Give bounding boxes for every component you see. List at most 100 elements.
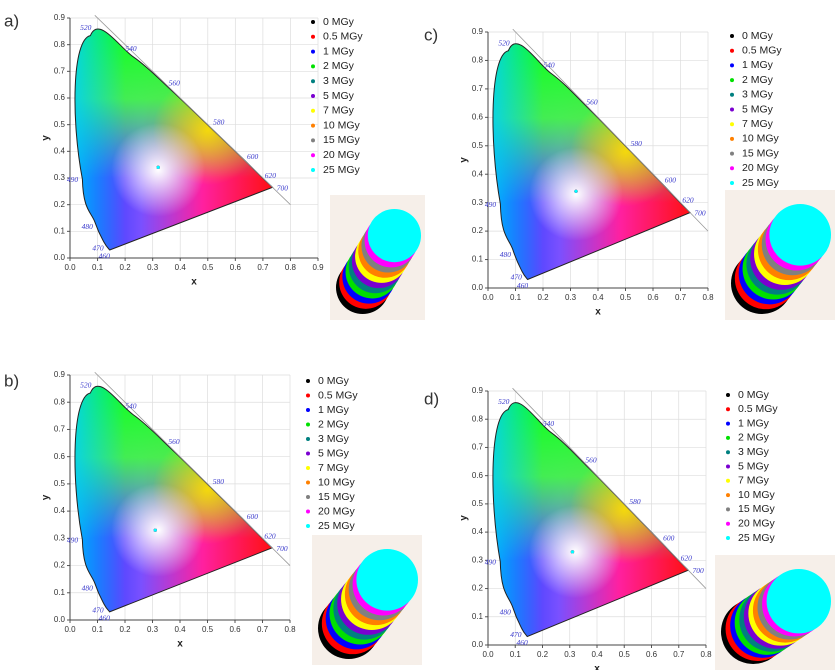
x-tick-label: 0.6 bbox=[647, 293, 659, 302]
panel: d)0.00.10.20.30.40.50.60.70.80.00.10.20.… bbox=[424, 386, 835, 670]
legend-label: 5 MGy bbox=[318, 447, 350, 459]
legend-marker bbox=[311, 35, 315, 39]
y-tick-label: 0.9 bbox=[472, 27, 484, 36]
legend-label: 0 MGy bbox=[738, 389, 770, 401]
y-tick-label: 0.6 bbox=[472, 112, 484, 121]
wavelength-label: 560 bbox=[168, 437, 180, 446]
wavelength-label: 480 bbox=[500, 250, 512, 259]
x-tick-label: 0.1 bbox=[510, 293, 522, 302]
legend-label: 20 MGy bbox=[323, 149, 361, 161]
y-tick-label: 0.2 bbox=[54, 200, 66, 209]
wavelength-label: 540 bbox=[125, 44, 137, 53]
x-tick-label: 0.2 bbox=[537, 650, 549, 659]
x-tick-label: 0.0 bbox=[482, 650, 494, 659]
legend-label: 0.5 MGy bbox=[323, 31, 363, 43]
x-tick-label: 0.8 bbox=[702, 293, 714, 302]
y-tick-label: 0.2 bbox=[54, 561, 66, 570]
y-tick-label: 0.2 bbox=[472, 226, 484, 235]
sample-disc bbox=[767, 569, 831, 633]
legend-label: 1 MGy bbox=[323, 45, 355, 57]
legend-label: 25 MGy bbox=[742, 177, 780, 189]
x-tick-label: 0.4 bbox=[175, 263, 187, 272]
wavelength-label: 520 bbox=[80, 23, 92, 32]
wavelength-label: 490 bbox=[67, 535, 79, 544]
legend-label: 1 MGy bbox=[742, 59, 774, 71]
wavelength-label: 490 bbox=[485, 557, 497, 566]
y-tick-label: 0.8 bbox=[54, 40, 66, 49]
legend-label: 5 MGy bbox=[323, 90, 355, 102]
legend-label: 3 MGy bbox=[318, 433, 350, 445]
legend-label: 0.5 MGy bbox=[738, 403, 778, 415]
legend-marker bbox=[306, 408, 310, 412]
wavelength-label: 520 bbox=[80, 381, 92, 390]
legend-label: 10 MGy bbox=[323, 119, 361, 131]
y-tick-label: 0.5 bbox=[54, 120, 66, 129]
legend-label: 2 MGy bbox=[742, 74, 774, 86]
y-tick-label: 0.7 bbox=[472, 443, 484, 452]
legend-label: 5 MGy bbox=[742, 103, 774, 115]
legend-marker bbox=[730, 93, 734, 97]
y-tick-label: 0.3 bbox=[54, 173, 66, 182]
y-tick-label: 0.9 bbox=[54, 13, 66, 22]
legend-marker bbox=[306, 481, 310, 485]
y-tick-label: 0.1 bbox=[54, 226, 66, 235]
wavelength-label: 620 bbox=[681, 553, 693, 562]
wavelength-label: 480 bbox=[500, 607, 512, 616]
legend-marker bbox=[730, 49, 734, 53]
y-tick-label: 0.2 bbox=[472, 584, 484, 593]
x-tick-label: 0.0 bbox=[482, 293, 494, 302]
wavelength-label: 600 bbox=[247, 512, 259, 521]
wavelength-label: 490 bbox=[67, 175, 79, 184]
legend-marker bbox=[730, 63, 734, 67]
y-axis-label: y bbox=[41, 135, 52, 141]
panel-label: c) bbox=[424, 25, 438, 44]
data-point bbox=[154, 529, 157, 532]
legend-label: 10 MGy bbox=[742, 133, 780, 145]
chromaticity-area bbox=[68, 18, 288, 263]
y-tick-label: 0.4 bbox=[54, 146, 66, 155]
wavelength-label: 540 bbox=[543, 419, 555, 428]
x-tick-label: 0.2 bbox=[537, 293, 549, 302]
legend-label: 2 MGy bbox=[323, 60, 355, 72]
wavelength-label: 470 bbox=[92, 244, 104, 253]
legend-marker bbox=[306, 495, 310, 499]
wavelength-label: 540 bbox=[543, 60, 555, 69]
y-tick-label: 0.7 bbox=[472, 84, 484, 93]
wavelength-label: 520 bbox=[498, 38, 510, 47]
legend-marker bbox=[726, 493, 730, 497]
legend-label: 10 MGy bbox=[738, 489, 776, 501]
x-tick-label: 0.5 bbox=[619, 650, 631, 659]
x-tick-label: 0.0 bbox=[64, 263, 76, 272]
wavelength-label: 580 bbox=[629, 497, 641, 506]
x-tick-label: 0.4 bbox=[174, 625, 186, 634]
x-tick-label: 0.6 bbox=[229, 625, 241, 634]
x-tick-label: 0.5 bbox=[202, 263, 214, 272]
y-tick-label: 0.8 bbox=[472, 56, 484, 65]
legend-marker bbox=[726, 436, 730, 440]
x-tick-label: 0.4 bbox=[592, 293, 604, 302]
legend-marker bbox=[306, 466, 310, 470]
legend-label: 0 MGy bbox=[318, 375, 350, 387]
y-tick-label: 0.0 bbox=[472, 640, 484, 649]
wavelength-label: 460 bbox=[516, 638, 528, 647]
y-tick-label: 0.1 bbox=[472, 612, 484, 621]
y-tick-label: 0.9 bbox=[54, 370, 66, 379]
legend-marker bbox=[306, 437, 310, 441]
y-tick-label: 0.0 bbox=[54, 615, 66, 624]
legend-marker bbox=[730, 34, 734, 38]
legend-marker bbox=[726, 507, 730, 511]
x-tick-label: 0.3 bbox=[147, 625, 159, 634]
legend-marker bbox=[730, 78, 734, 82]
chromaticity-area bbox=[68, 375, 288, 625]
y-tick-label: 0.3 bbox=[54, 533, 66, 542]
wavelength-label: 470 bbox=[511, 273, 523, 282]
x-tick-label: 0.1 bbox=[92, 625, 104, 634]
data-point bbox=[571, 550, 574, 553]
x-tick-label: 0.4 bbox=[591, 650, 603, 659]
legend-marker bbox=[726, 522, 730, 526]
legend-label: 7 MGy bbox=[323, 105, 355, 117]
wavelength-label: 480 bbox=[82, 584, 94, 593]
y-tick-label: 0.7 bbox=[54, 66, 66, 75]
legend-marker bbox=[726, 536, 730, 540]
